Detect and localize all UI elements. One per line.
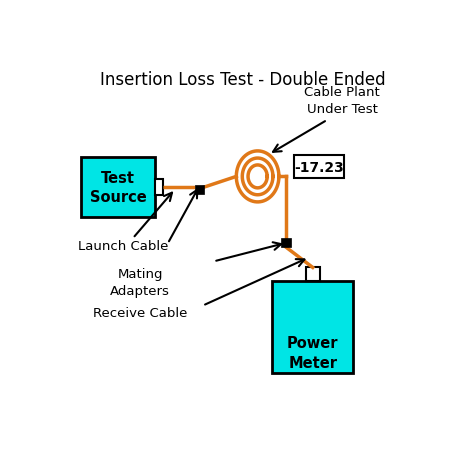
Bar [195,186,204,195]
Bar [155,180,163,196]
Text: Mating
Adapters: Mating Adapters [110,267,170,297]
Bar [272,281,353,373]
Bar [82,157,155,218]
Text: Cable Plant
Under Test: Cable Plant Under Test [304,86,380,116]
Bar [306,268,319,281]
Bar [282,239,291,248]
Text: Test
Source: Test Source [90,170,146,205]
Text: Insertion Loss Test - Double Ended: Insertion Loss Test - Double Ended [100,71,386,89]
Text: Power
Meter: Power Meter [287,336,338,370]
Text: Receive Cable: Receive Cable [93,307,187,319]
Text: Launch Cable: Launch Cable [78,240,168,252]
Bar [294,156,344,179]
Text: -17.23: -17.23 [294,160,344,174]
